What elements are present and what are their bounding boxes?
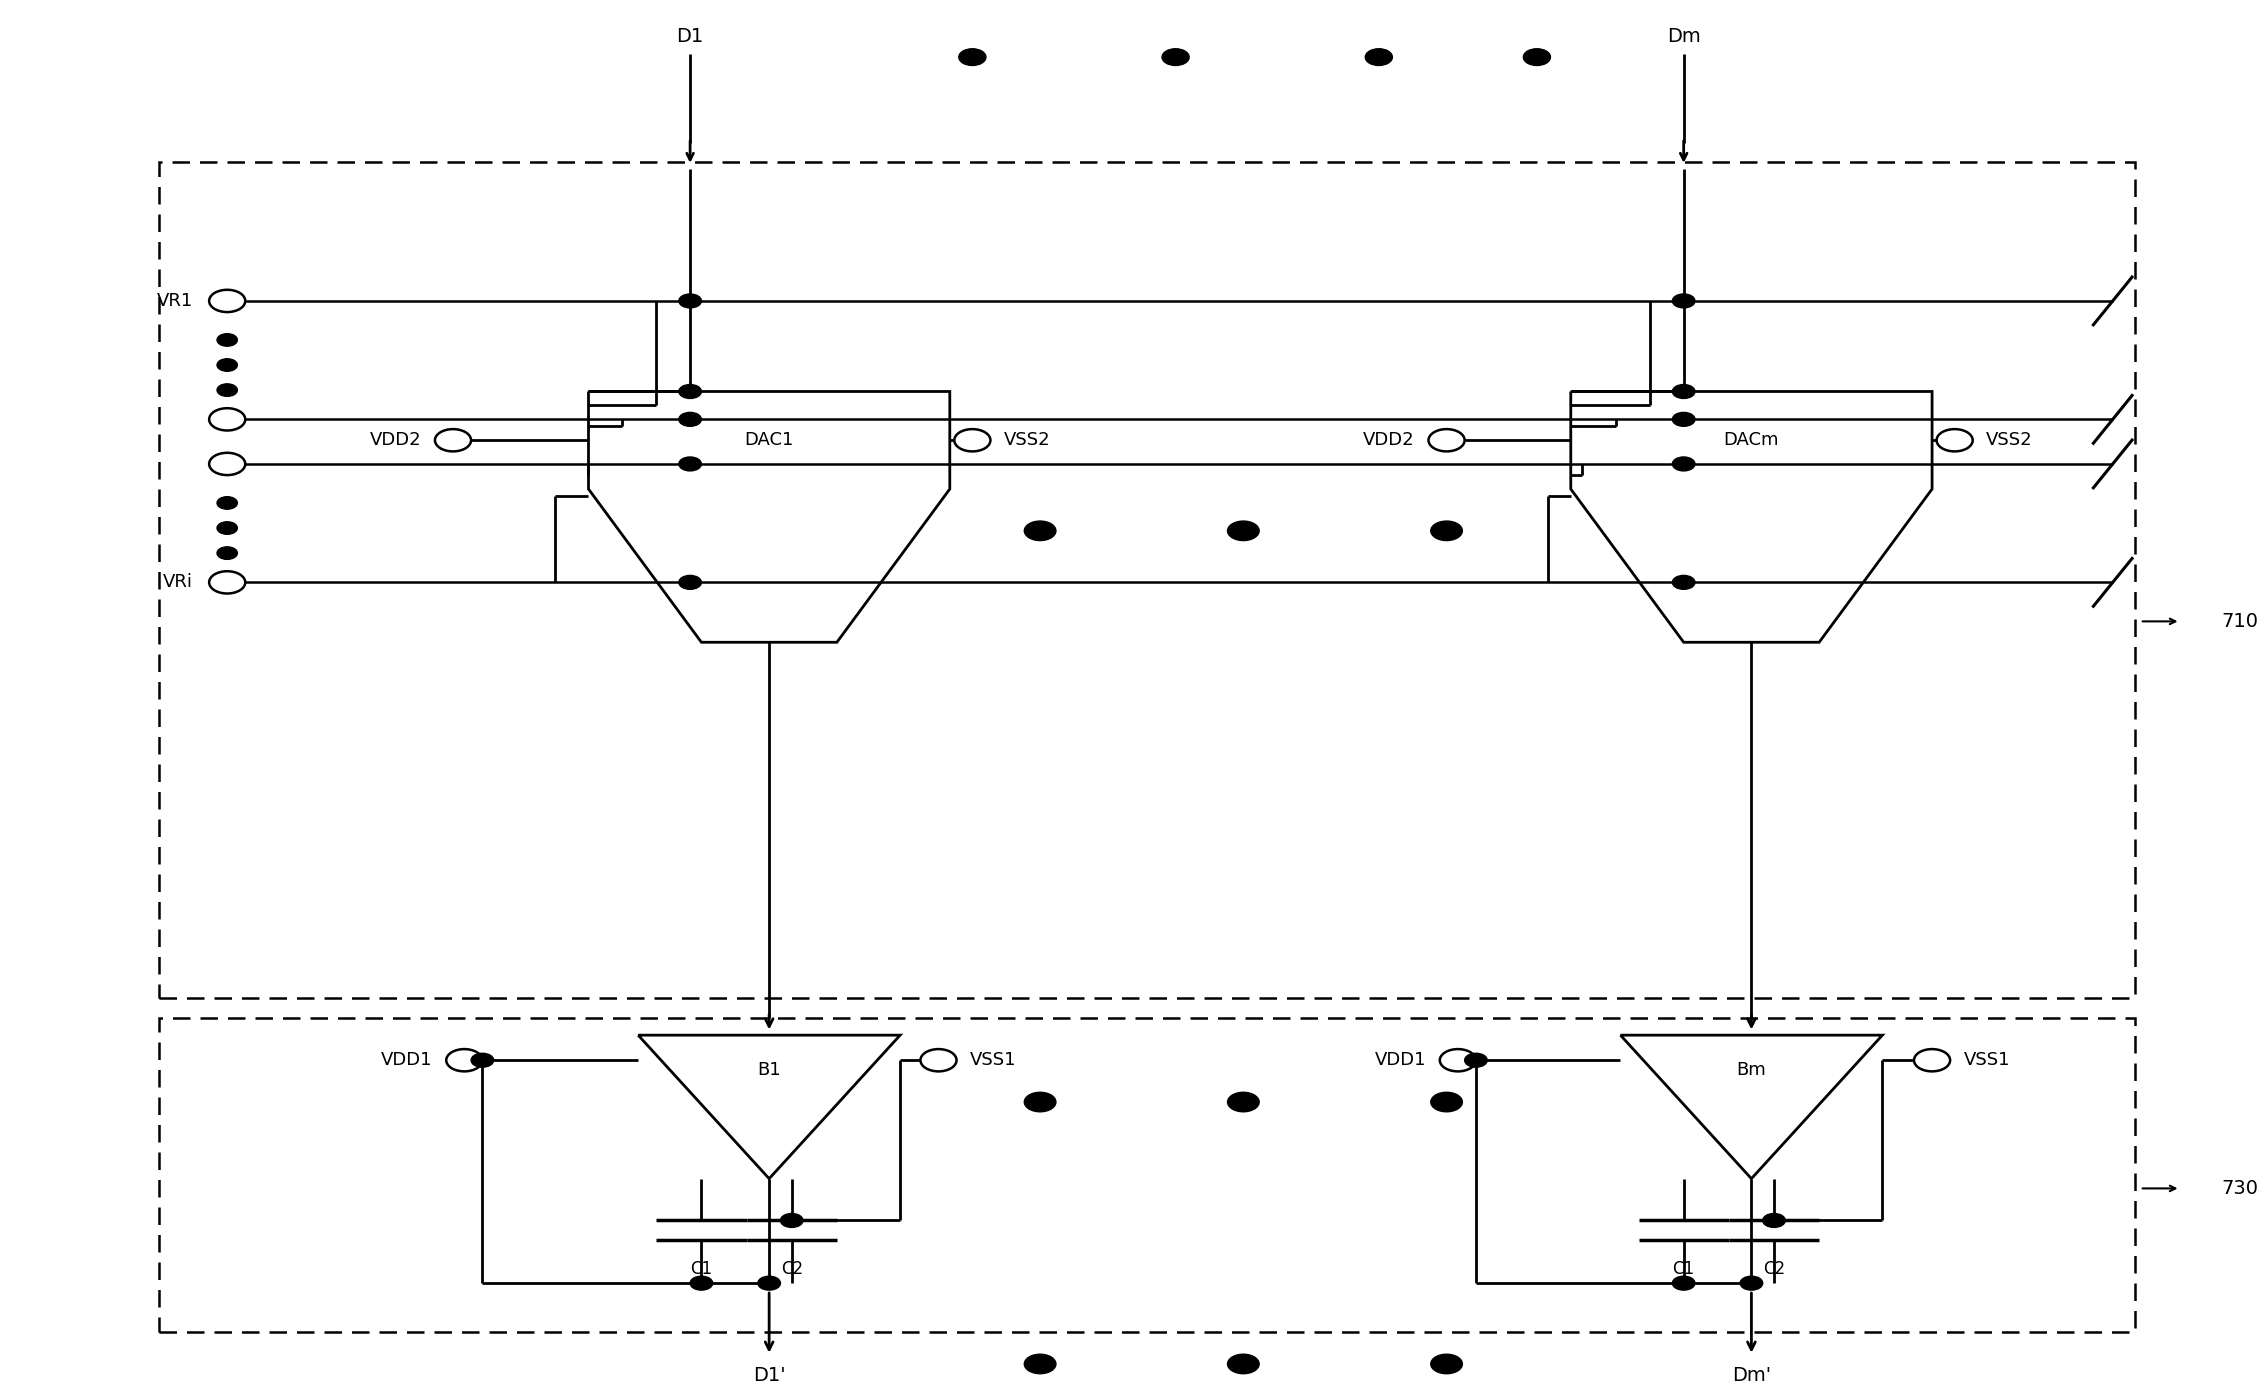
Bar [159, 1019, 2134, 1332]
Text: C2: C2 [780, 1261, 803, 1279]
Text: VSS2: VSS2 [1987, 431, 2032, 450]
Circle shape [218, 334, 238, 346]
Text: VR1: VR1 [156, 292, 193, 310]
Circle shape [1431, 1092, 1463, 1111]
Circle shape [678, 575, 701, 589]
Circle shape [678, 412, 701, 426]
Circle shape [678, 456, 701, 470]
Circle shape [1227, 1354, 1259, 1374]
Circle shape [1431, 521, 1463, 540]
Text: D1: D1 [676, 27, 703, 46]
Text: VRi: VRi [163, 574, 193, 592]
Circle shape [1672, 456, 1694, 470]
Text: C1: C1 [689, 1261, 712, 1279]
Circle shape [1672, 295, 1694, 309]
Text: C2: C2 [1762, 1261, 1785, 1279]
Bar [159, 162, 2134, 998]
Circle shape [1365, 49, 1393, 66]
Circle shape [780, 1213, 803, 1227]
Circle shape [218, 522, 238, 535]
Text: VDD1: VDD1 [1374, 1051, 1427, 1069]
Circle shape [1672, 575, 1694, 589]
Text: Dm': Dm' [1733, 1365, 1771, 1385]
Text: VSS1: VSS1 [1964, 1051, 2009, 1069]
Text: VSS2: VSS2 [1005, 431, 1050, 450]
Text: D1': D1' [753, 1365, 785, 1385]
Circle shape [1672, 412, 1694, 426]
Text: Bm: Bm [1737, 1061, 1767, 1079]
Text: C1: C1 [1672, 1261, 1694, 1279]
Circle shape [1227, 521, 1259, 540]
Circle shape [678, 295, 701, 309]
Circle shape [758, 1276, 780, 1290]
Text: Dm: Dm [1667, 27, 1701, 46]
Circle shape [1431, 1354, 1463, 1374]
Circle shape [1161, 49, 1188, 66]
Circle shape [218, 359, 238, 371]
Circle shape [678, 384, 701, 398]
Text: 730: 730 [2220, 1178, 2259, 1198]
Circle shape [1762, 1213, 1785, 1227]
Circle shape [1672, 1276, 1694, 1290]
Text: B1: B1 [758, 1061, 780, 1079]
Text: VDD2: VDD2 [1363, 431, 1415, 450]
Text: 710: 710 [2220, 611, 2259, 631]
Circle shape [1524, 49, 1551, 66]
Circle shape [959, 49, 987, 66]
Circle shape [689, 1276, 712, 1290]
Circle shape [1465, 1053, 1488, 1067]
Text: VDD2: VDD2 [370, 431, 422, 450]
Text: VDD1: VDD1 [381, 1051, 433, 1069]
Circle shape [1025, 1354, 1057, 1374]
Text: VSS1: VSS1 [971, 1051, 1016, 1069]
Circle shape [218, 547, 238, 560]
Text: DAC1: DAC1 [744, 431, 794, 450]
Circle shape [1025, 521, 1057, 540]
Circle shape [1672, 384, 1694, 398]
Circle shape [1025, 1092, 1057, 1111]
Circle shape [472, 1053, 494, 1067]
Circle shape [1227, 1092, 1259, 1111]
Text: DACm: DACm [1724, 431, 1778, 450]
Circle shape [1740, 1276, 1762, 1290]
Circle shape [218, 497, 238, 510]
Circle shape [218, 384, 238, 396]
